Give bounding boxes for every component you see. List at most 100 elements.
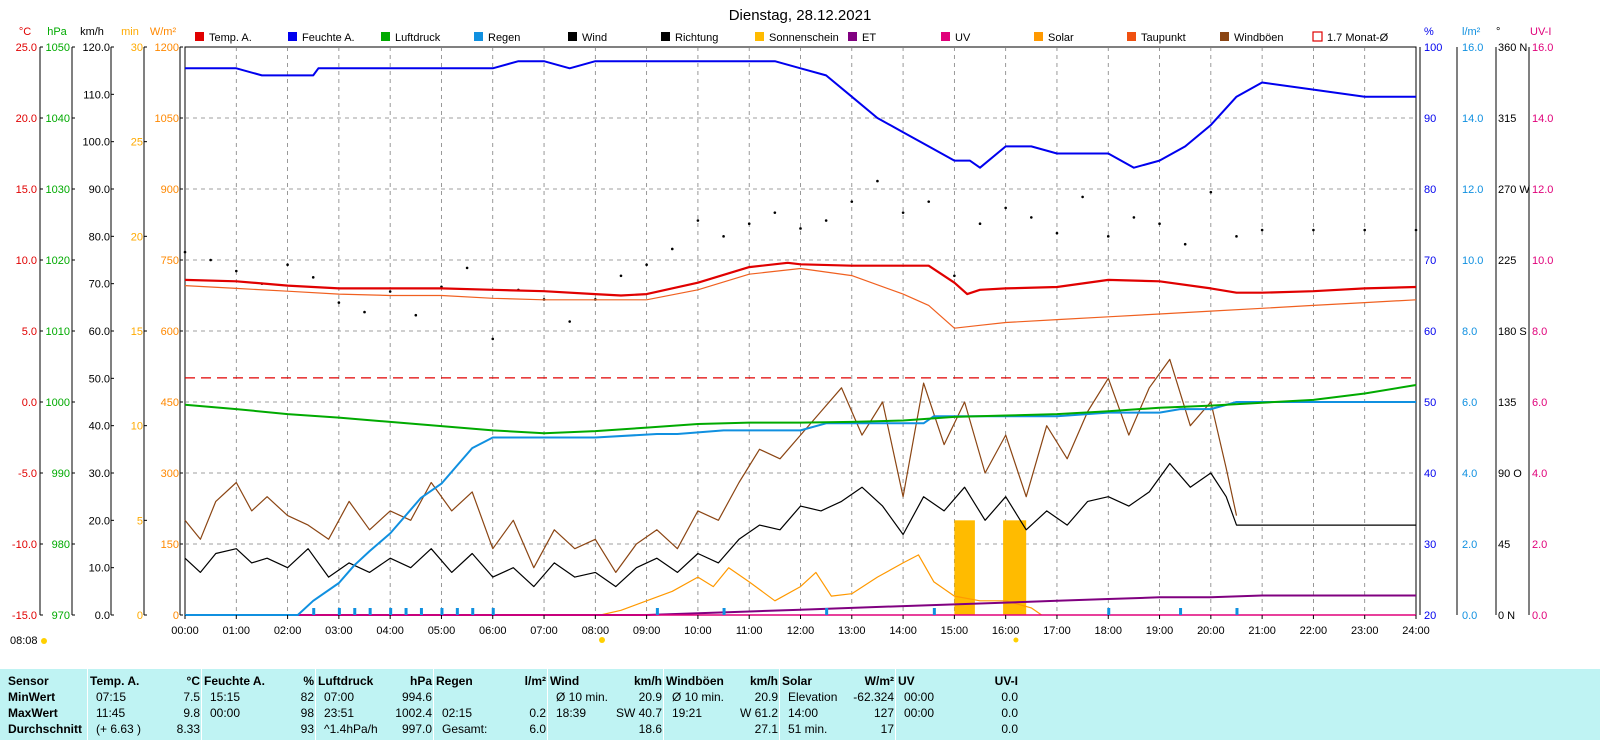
rain-tick-label: 16.0 bbox=[1462, 42, 1483, 54]
sunmin-tick-label: 5 bbox=[137, 515, 143, 527]
legend-label: Solar bbox=[1048, 32, 1074, 44]
pressure-tick-label: 980 bbox=[52, 539, 70, 551]
direction-point bbox=[824, 219, 828, 222]
right-axes: % 100 90 80 70 60 50 40 30 20 l/m² 16.0 14.0 12.0 10.0… bbox=[1419, 26, 1553, 622]
uv-tick-label: 6.0 bbox=[1532, 397, 1547, 409]
summary-unit-uv: UV-I bbox=[994, 674, 1018, 688]
wind-tick-label: 100.0 bbox=[82, 137, 110, 149]
uv-tick-label: 16.0 bbox=[1532, 42, 1553, 54]
wind-tick-label: 70.0 bbox=[89, 279, 110, 291]
direction-point bbox=[901, 211, 905, 214]
temp-axis-unit: °C bbox=[19, 26, 31, 38]
direction-point bbox=[414, 313, 418, 317]
wind-tick-label: 40.0 bbox=[89, 421, 110, 433]
uv-tick-label: 8.0 bbox=[1532, 326, 1547, 338]
uv-tick-label: 4.0 bbox=[1532, 468, 1547, 480]
time-tick-label: 16:00 bbox=[992, 625, 1020, 637]
summary-header-temp: Temp. A. bbox=[90, 674, 140, 688]
legend-square-icon bbox=[288, 32, 297, 41]
summary-column-separator bbox=[433, 669, 434, 740]
pressure-tick-label: 1040 bbox=[46, 113, 70, 125]
chart-title: Dienstag, 28.12.2021 bbox=[729, 7, 872, 24]
direction-point bbox=[1260, 228, 1264, 232]
sunmin-tick-label: 30 bbox=[131, 42, 143, 54]
rain-tick-label: 12.0 bbox=[1462, 184, 1483, 196]
summary-value-humidity: 98 bbox=[300, 706, 314, 720]
summary-cell-rain: Gesamt: bbox=[442, 722, 488, 736]
time-tick-label: 08:00 bbox=[582, 625, 610, 637]
summary-value-wind: 18.6 bbox=[638, 722, 662, 736]
summary-table: Sensor MinWert MaxWert Durchschnitt Temp… bbox=[0, 669, 1600, 740]
sunrise-sun-icon bbox=[41, 638, 47, 644]
summary-cell-solar: 14:00 bbox=[788, 706, 819, 720]
pressure-tick-label: 990 bbox=[52, 468, 70, 480]
wind-tick-label: 0.0 bbox=[95, 610, 110, 622]
uv-tick-label: 14.0 bbox=[1532, 113, 1553, 125]
direction-tick-label: 0 N bbox=[1498, 610, 1515, 622]
sunset-marker-icon bbox=[1013, 637, 1019, 643]
pressure-axis-unit: hPa bbox=[47, 26, 67, 38]
summary-value-pressure: 997.0 bbox=[401, 722, 432, 736]
direction-point bbox=[311, 276, 315, 279]
series-line-et bbox=[185, 594, 1416, 616]
row-label-avg: Durchschnitt bbox=[8, 722, 83, 736]
wind-tick-label: 50.0 bbox=[89, 373, 110, 385]
direction-point bbox=[286, 263, 289, 267]
direction-point bbox=[568, 320, 571, 323]
rain-tick-label: 0.0 bbox=[1462, 610, 1477, 622]
time-tick-label: 23:00 bbox=[1351, 625, 1379, 637]
direction-point bbox=[465, 266, 469, 270]
summary-value-gust: 27.1 bbox=[754, 722, 778, 736]
direction-point bbox=[1004, 206, 1007, 210]
direction-point bbox=[670, 247, 674, 251]
direction-point bbox=[1132, 216, 1136, 219]
time-tick-label: 02:00 bbox=[274, 625, 302, 637]
summary-value-gust: W 61.2 bbox=[739, 706, 778, 720]
direction-point bbox=[1414, 228, 1418, 232]
summary-value-solar: 127 bbox=[873, 706, 894, 720]
time-tick-label: 05:00 bbox=[428, 625, 456, 637]
summary-value-temp: 9.8 bbox=[183, 706, 200, 720]
pressure-tick-label: 970 bbox=[52, 610, 70, 622]
sunrise-label: 08:08 bbox=[10, 635, 38, 647]
time-tick-label: 07:00 bbox=[530, 625, 558, 637]
temp-tick-label: -10.0 bbox=[12, 539, 37, 551]
summary-column-separator bbox=[315, 669, 316, 740]
legend-square-icon bbox=[1220, 32, 1229, 41]
direction-point bbox=[953, 274, 956, 278]
summary-value-rain: 0.2 bbox=[529, 706, 546, 720]
time-tick-label: 00:00 bbox=[171, 625, 199, 637]
rain-event-mark bbox=[1107, 608, 1111, 615]
humidity-tick-label: 100 bbox=[1424, 42, 1442, 54]
temp-tick-label: 0.0 bbox=[22, 397, 37, 409]
summary-unit-wind: km/h bbox=[633, 674, 662, 688]
rain-event-mark bbox=[389, 608, 393, 615]
time-axis: 00:00 01:00 02:00 03:00 04:00 05:00 06:00 07:00… bbox=[10, 615, 1430, 647]
humidity-tick-label: 40 bbox=[1424, 468, 1436, 480]
summary-cell-pressure: 23:51 bbox=[324, 706, 355, 720]
solar-tick-label: 0 bbox=[173, 610, 179, 622]
summary-header-gust: Windböen bbox=[666, 674, 724, 688]
rain-tick-label: 4.0 bbox=[1462, 468, 1477, 480]
series-line-regen bbox=[185, 401, 1416, 616]
summary-value-uv: 0.0 bbox=[1001, 690, 1018, 704]
uv-tick-label: 2.0 bbox=[1532, 539, 1547, 551]
summary-cell-temp: 07:15 bbox=[96, 690, 127, 704]
solar-tick-label: 900 bbox=[161, 184, 179, 196]
sunmin-axis-unit: min bbox=[121, 26, 139, 38]
summary-cell-solar: 51 min. bbox=[788, 722, 828, 736]
wind-tick-label: 10.0 bbox=[89, 563, 110, 575]
summary-cell-humidity: 15:15 bbox=[210, 690, 241, 704]
solar-tick-label: 1200 bbox=[155, 42, 179, 54]
humidity-tick-label: 30 bbox=[1424, 539, 1436, 551]
temp-tick-label: 15.0 bbox=[16, 184, 37, 196]
direction-point bbox=[1081, 195, 1084, 199]
direction-tick-label: 270 W bbox=[1498, 184, 1530, 196]
summary-value-solar: -62.324 bbox=[853, 690, 894, 704]
rain-event-mark bbox=[455, 608, 459, 615]
wind-tick-label: 60.0 bbox=[89, 326, 110, 338]
summary-column-separator bbox=[663, 669, 664, 740]
legend-label: Taupunkt bbox=[1141, 32, 1186, 44]
humidity-tick-label: 90 bbox=[1424, 113, 1436, 125]
legend-square-icon bbox=[755, 32, 764, 41]
